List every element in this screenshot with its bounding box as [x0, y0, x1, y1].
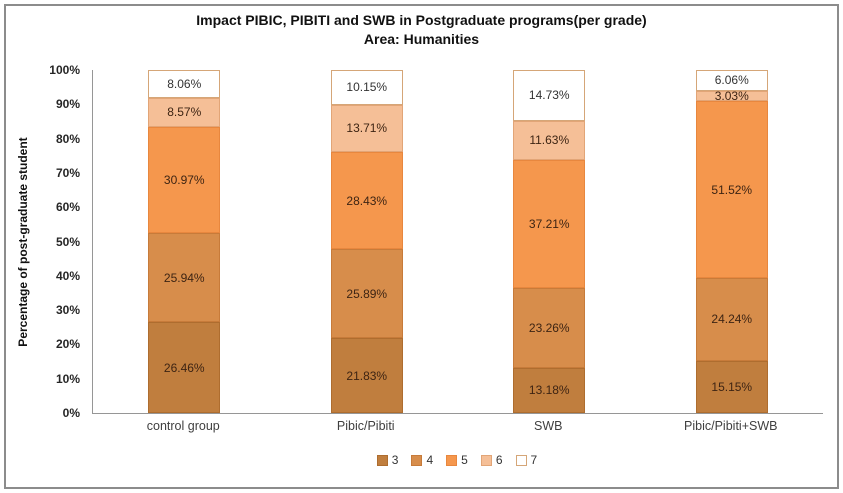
segment-data-label: 28.43%: [346, 193, 388, 208]
legend: 3 4 5 6 7: [92, 453, 822, 467]
legend-swatch-icon: [515, 454, 527, 466]
legend-swatch-icon: [446, 454, 458, 466]
bar-slot: 13.18% 23.26% 37.21% 11.63% 14.73%: [458, 69, 641, 413]
segment-data-label: 25.89%: [346, 286, 388, 301]
bar-segment-grade-4: 25.89%: [330, 249, 403, 339]
y-tick-label: 80%: [55, 131, 80, 146]
bar-segment-grade-4: 23.26%: [513, 288, 586, 368]
y-axis: 0% 10% 20% 30% 40% 50% 60% 70% 80% 90% 100%: [0, 63, 80, 420]
bar-slot: 15.15% 24.24% 51.52% 3.03% 6.06%: [641, 70, 824, 413]
legend-label: 7: [530, 453, 538, 467]
legend-item-grade-4: 4: [411, 453, 433, 467]
bar-segment-grade-6: 11.63%: [513, 120, 586, 161]
y-tick-label: 50%: [55, 234, 80, 249]
x-axis-category-labels: control group Pibic/Pibiti SWB Pibic/Pibiti…: [92, 419, 822, 433]
legend-label: 4: [426, 453, 434, 467]
segment-data-label: 6.06%: [714, 73, 749, 88]
legend-item-grade-3: 3: [376, 453, 399, 467]
bar-slot: 26.46% 25.94% 30.97% 8.57% 8.06%: [93, 70, 276, 413]
chart-title-block: Impact PIBIC, PIBITI and SWB in Postgrad…: [0, 11, 843, 49]
bar-segment-grade-3: 15.15%: [695, 361, 768, 413]
category-label: Pibic/Pibiti: [336, 419, 395, 433]
segment-data-label: 3.03%: [714, 89, 749, 103]
bar-segment-grade-3: 26.46%: [148, 322, 221, 413]
bar-segment-grade-3: 21.83%: [330, 338, 403, 413]
y-tick-label: 10%: [55, 371, 80, 386]
y-tick-label: 30%: [55, 303, 80, 318]
segment-data-label: 26.46%: [163, 360, 205, 375]
segment-data-label: 25.94%: [163, 270, 205, 285]
segment-data-label: 10.15%: [346, 80, 388, 95]
segment-data-label: 13.71%: [346, 121, 388, 136]
plot-area: 26.46% 25.94% 30.97% 8.57% 8.06% 21.83% 25.89%…: [92, 69, 824, 414]
legend-swatch-icon: [480, 454, 492, 466]
bar-segment-grade-6: 8.57%: [148, 97, 221, 128]
segment-data-label: 30.97%: [163, 173, 205, 188]
bars-container: 26.46% 25.94% 30.97% 8.57% 8.06% 21.83% 25.89%…: [93, 69, 824, 413]
segment-data-label: 23.26%: [528, 320, 570, 335]
segment-data-label: 13.18%: [528, 383, 570, 398]
category-label: Pibic/Pibiti+SWB: [684, 419, 778, 433]
bar-segment-grade-7: 6.06%: [695, 70, 768, 91]
bar-segment-grade-5: 37.21%: [513, 160, 586, 289]
segment-data-label: 51.52%: [711, 182, 753, 197]
segment-data-label: 21.83%: [346, 368, 388, 383]
bar-segment-grade-5: 51.52%: [695, 101, 768, 278]
y-tick-label: 0%: [62, 406, 80, 420]
bar-segment-grade-4: 24.24%: [695, 277, 768, 362]
bar-segment-grade-6: 3.03%: [695, 89, 768, 103]
stacked-bar: 21.83% 25.89% 28.43% 13.71% 10.15%: [330, 69, 403, 413]
bar-segment-grade-6: 13.71%: [330, 104, 403, 152]
segment-data-label: 24.24%: [711, 312, 753, 327]
chart-subtitle: Area: Humanities: [363, 31, 480, 47]
segment-data-label: 8.06%: [167, 76, 202, 91]
segment-data-label: 11.63%: [529, 133, 570, 148]
bar-slot: 21.83% 25.89% 28.43% 13.71% 10.15%: [276, 69, 459, 413]
category-label: control group: [146, 419, 220, 433]
chart-title: Impact PIBIC, PIBITI and SWB in Postgrad…: [196, 12, 647, 28]
bar-segment-grade-4: 25.94%: [148, 233, 221, 323]
bar-segment-grade-7: 10.15%: [330, 69, 403, 105]
legend-item-grade-5: 5: [446, 453, 468, 467]
bar-segment-grade-5: 30.97%: [148, 127, 221, 234]
legend-swatch-icon: [411, 454, 423, 466]
legend-label: 3: [391, 453, 399, 467]
y-tick-label: 40%: [55, 268, 80, 283]
bar-segment-grade-7: 8.06%: [148, 70, 221, 98]
y-tick-label: 20%: [55, 337, 80, 352]
stacked-bar: 26.46% 25.94% 30.97% 8.57% 8.06%: [148, 70, 221, 413]
y-tick-label: 70%: [55, 165, 80, 180]
bar-segment-grade-5: 28.43%: [330, 151, 403, 250]
y-tick-label: 100%: [49, 63, 80, 77]
legend-label: 6: [495, 453, 503, 467]
bar-segment-grade-3: 13.18%: [513, 367, 586, 413]
segment-data-label: 15.15%: [711, 380, 753, 395]
stacked-bar: 13.18% 23.26% 37.21% 11.63% 14.73%: [513, 69, 586, 413]
segment-data-label: 8.57%: [167, 105, 202, 120]
legend-item-grade-7: 7: [515, 453, 538, 467]
category-label: SWB: [534, 419, 563, 433]
y-tick-label: 90%: [55, 97, 80, 112]
bar-segment-grade-7: 14.73%: [513, 69, 586, 121]
segment-data-label: 37.21%: [528, 217, 570, 232]
legend-swatch-icon: [376, 454, 388, 466]
segment-data-label: 14.73%: [528, 88, 570, 103]
legend-item-grade-6: 6: [480, 453, 503, 467]
y-tick-label: 60%: [55, 200, 80, 215]
stacked-bar: 15.15% 24.24% 51.52% 3.03% 6.06%: [695, 70, 768, 413]
legend-label: 5: [461, 453, 468, 467]
